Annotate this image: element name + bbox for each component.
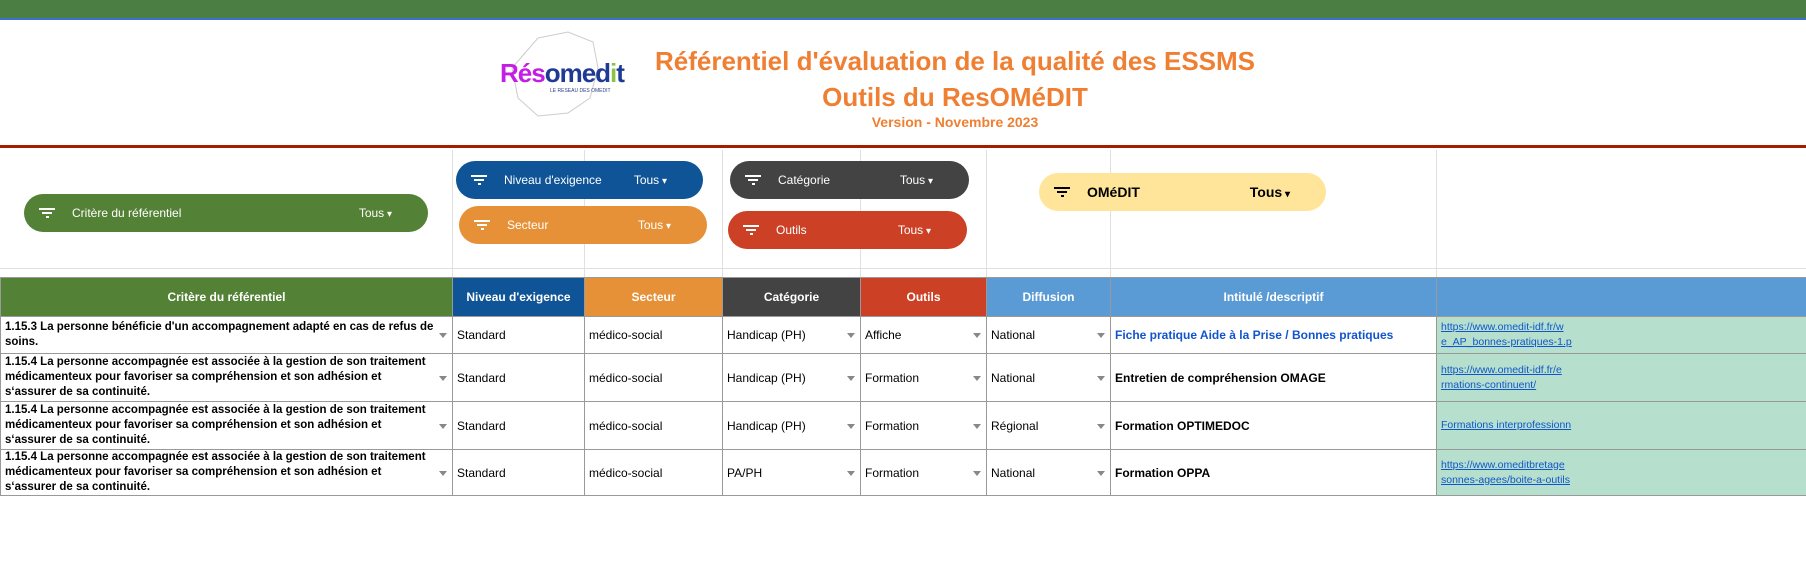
categorie-dropdown[interactable]: Handicap (PH)	[722, 401, 861, 450]
intitule-cell: Entretien de compréhension OMAGE	[1110, 353, 1437, 402]
criteria-cell[interactable]: 1.15.4 La personne accompagnée est assoc…	[0, 401, 453, 450]
diffusion-dropdown[interactable]: National	[986, 353, 1111, 402]
filter-icon	[744, 175, 762, 185]
page-subtitle: Outils du ResOMéDIT	[822, 82, 1088, 112]
header-banner	[0, 22, 1806, 148]
filter-icon	[742, 225, 760, 235]
col-intitule[interactable]: Intitulé /descriptif	[1110, 277, 1437, 317]
secteur-cell: médico-social	[584, 316, 723, 354]
outil-dropdown[interactable]: Affiche	[860, 316, 987, 354]
col-lien[interactable]	[1436, 277, 1806, 317]
col-critere[interactable]: Critère du référentiel	[0, 277, 453, 317]
niveau-cell: Standard	[452, 353, 585, 402]
outil-dropdown[interactable]: Formation	[860, 401, 987, 450]
table-row: 1.15.3 La personne bénéficie d'un accomp…	[0, 316, 1806, 354]
outil-dropdown[interactable]: Formation	[860, 353, 987, 402]
col-categorie[interactable]: Catégorie	[722, 277, 861, 317]
categorie-dropdown[interactable]: PA/PH	[722, 449, 861, 496]
filter-icon	[470, 175, 488, 185]
secteur-cell: médico-social	[584, 353, 723, 402]
table-row: 1.15.4 La personne accompagnée est assoc…	[0, 401, 1806, 450]
top-bar	[0, 0, 1806, 20]
table-header-row: Critère du référentiel Niveau d'exigence…	[0, 277, 1806, 317]
niveau-cell: Standard	[452, 449, 585, 496]
criteria-cell[interactable]: 1.15.4 La personne accompagnée est assoc…	[0, 353, 453, 402]
filter-secteur[interactable]: Secteur Tous	[459, 206, 707, 244]
secteur-cell: médico-social	[584, 401, 723, 450]
col-niveau[interactable]: Niveau d'exigence	[452, 277, 585, 317]
link-cell[interactable]: Formations interprofessionn	[1436, 401, 1806, 450]
diffusion-dropdown[interactable]: National	[986, 449, 1111, 496]
outil-dropdown[interactable]: Formation	[860, 449, 987, 496]
link-cell[interactable]: https://www.omedit-idf.fr/e rmations-con…	[1436, 353, 1806, 402]
criteria-cell[interactable]: 1.15.4 La personne accompagnée est assoc…	[0, 449, 453, 496]
filter-omedit[interactable]: OMéDIT Tous	[1039, 173, 1326, 211]
table-row: 1.15.4 La personne accompagnée est assoc…	[0, 449, 1806, 496]
version-label: Version - Novembre 2023	[871, 114, 1039, 130]
diffusion-dropdown[interactable]: National	[986, 316, 1111, 354]
resomedit-logo: Résomedit LE RESEAU DES OMEDIT	[498, 28, 632, 120]
link-cell[interactable]: https://www.omeditbretage sonnes-agees/b…	[1436, 449, 1806, 496]
filter-icon	[1053, 187, 1071, 197]
filter-outils[interactable]: Outils Tous	[728, 211, 967, 249]
filter-critere[interactable]: Critère du référentiel Tous	[24, 194, 428, 232]
intitule-cell[interactable]: Fiche pratique Aide à la Prise / Bonnes …	[1110, 316, 1437, 354]
intitule-link[interactable]: Fiche pratique Aide à la Prise / Bonnes …	[1115, 328, 1394, 342]
intitule-cell: Formation OPPA	[1110, 449, 1437, 496]
filter-icon	[38, 208, 56, 218]
intitule-cell: Formation OPTIMEDOC	[1110, 401, 1437, 450]
link-cell[interactable]: https://www.omedit-idf.fr/w e_AP_bonnes-…	[1436, 316, 1806, 354]
page-title: Référentiel d'évaluation de la qualité d…	[654, 46, 1256, 76]
filter-categorie[interactable]: Catégorie Tous	[730, 161, 969, 199]
filter-niveau[interactable]: Niveau d'exigence Tous	[456, 161, 703, 199]
niveau-cell: Standard	[452, 316, 585, 354]
secteur-cell: médico-social	[584, 449, 723, 496]
col-secteur[interactable]: Secteur	[584, 277, 723, 317]
diffusion-dropdown[interactable]: Régional	[986, 401, 1111, 450]
criteria-cell[interactable]: 1.15.3 La personne bénéficie d'un accomp…	[0, 316, 453, 354]
col-outils[interactable]: Outils	[860, 277, 987, 317]
categorie-dropdown[interactable]: Handicap (PH)	[722, 316, 861, 354]
niveau-cell: Standard	[452, 401, 585, 450]
filter-icon	[473, 220, 491, 230]
categorie-dropdown[interactable]: Handicap (PH)	[722, 353, 861, 402]
col-diffusion[interactable]: Diffusion	[986, 277, 1111, 317]
tools-table: Critère du référentiel Niveau d'exigence…	[0, 277, 1806, 496]
table-row: 1.15.4 La personne accompagnée est assoc…	[0, 353, 1806, 402]
